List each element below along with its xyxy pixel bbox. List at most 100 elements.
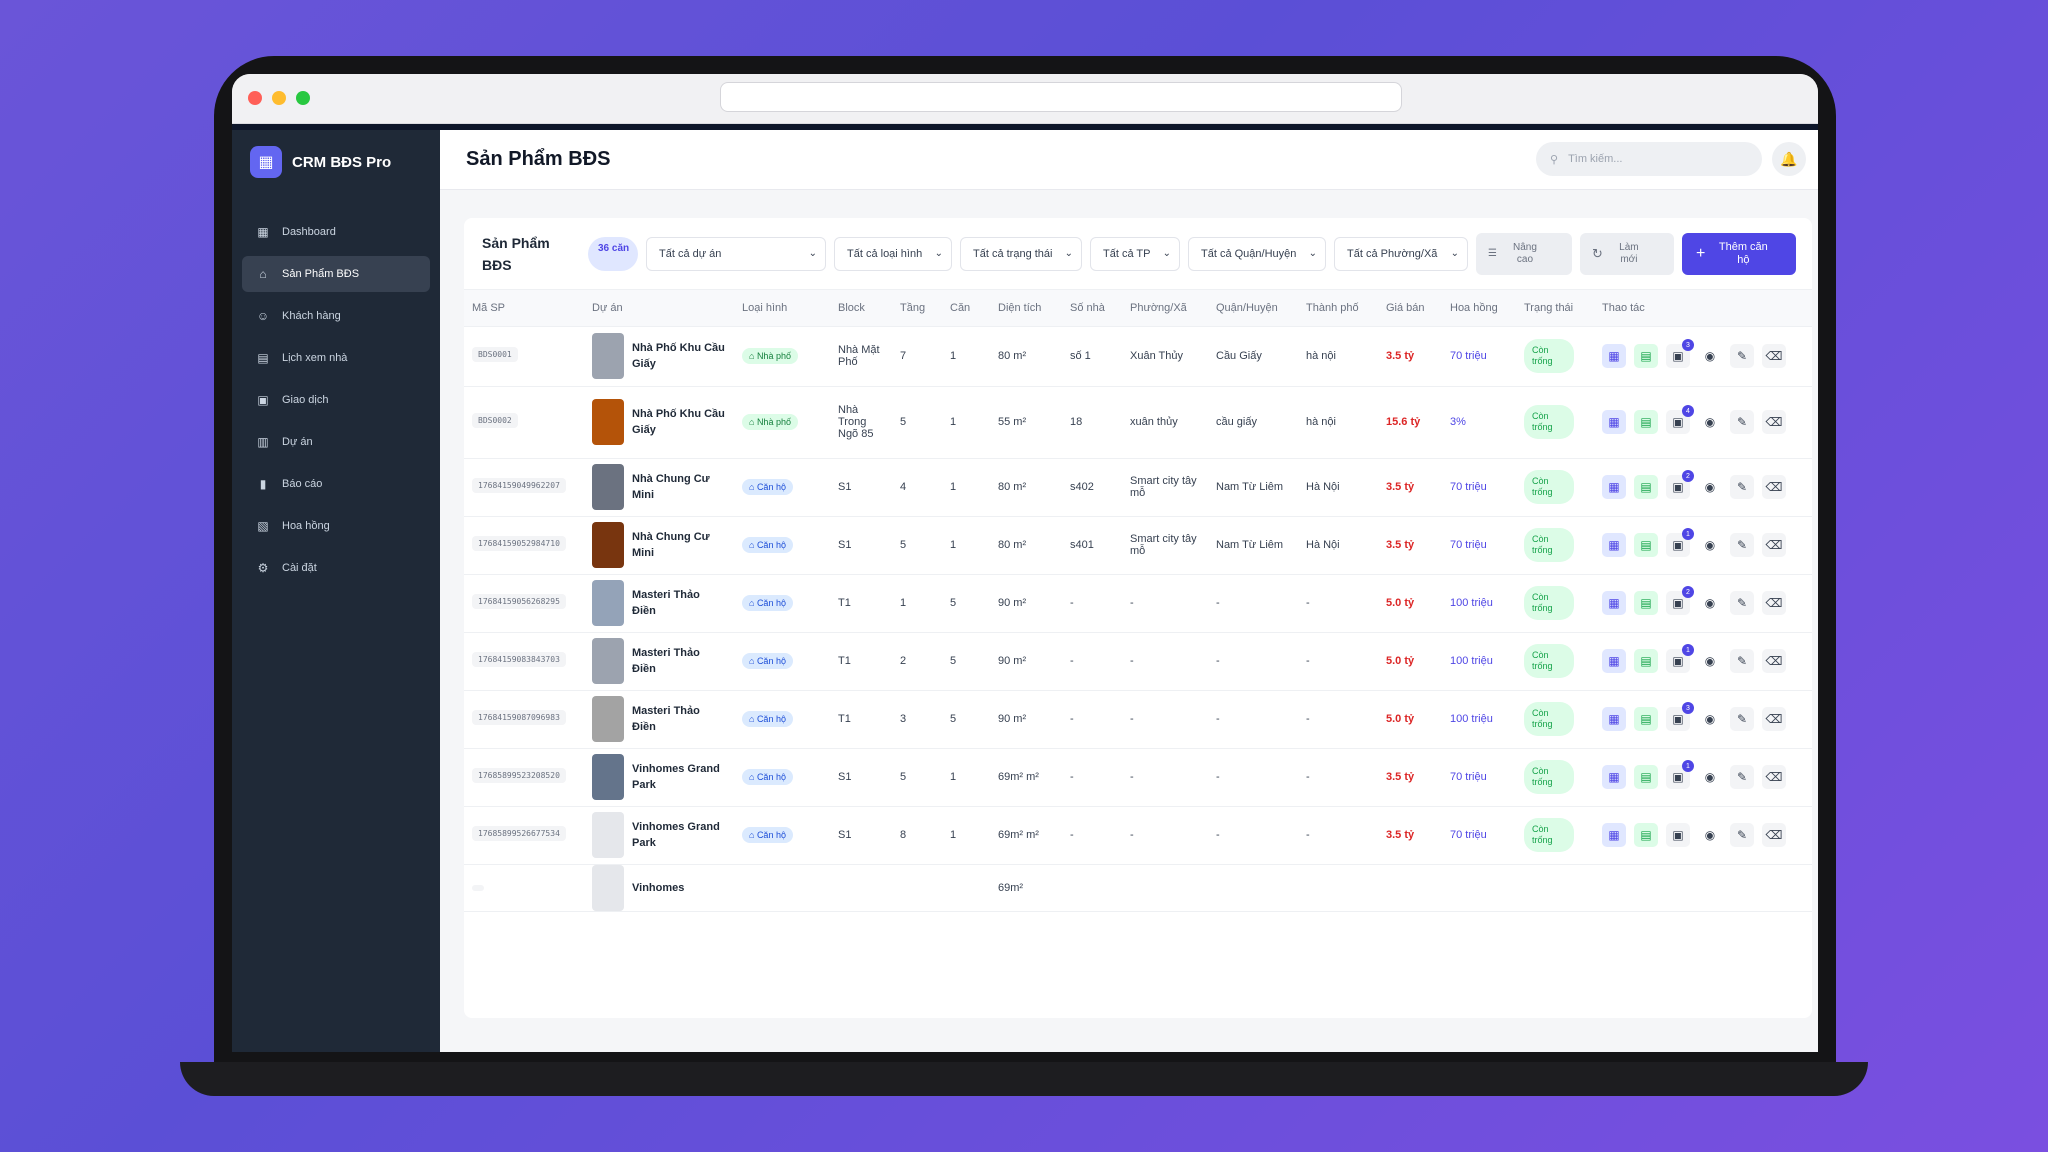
filter-city-select[interactable]: Tất cả TP ⌄ bbox=[1090, 236, 1180, 271]
gallery-icon[interactable]: ▣ 1 bbox=[1666, 644, 1694, 673]
search-input[interactable]: ⚲ Tìm kiếm... bbox=[1536, 142, 1762, 176]
table-row[interactable]: 17684159056268295 Masteri Thảo Điền ⌂ Căn … bbox=[464, 574, 1812, 633]
delete-trash-icon[interactable]: ⌫ bbox=[1762, 591, 1786, 615]
delete-trash-icon[interactable]: ⌫ bbox=[1762, 823, 1786, 847]
close-dot[interactable] bbox=[248, 91, 262, 105]
sidebar-item-7[interactable]: ▧ Hoa hồng bbox=[242, 508, 430, 544]
edit-pencil-icon[interactable]: ✎ bbox=[1730, 533, 1754, 557]
edit-pencil-icon[interactable]: ✎ bbox=[1730, 707, 1754, 731]
property-thumbnail[interactable] bbox=[592, 696, 624, 742]
contract-icon[interactable]: ▦ bbox=[1602, 765, 1626, 789]
table-row[interactable]: 17684159049962207 Nhà Chung Cư Mini ⌂ Căn … bbox=[464, 458, 1812, 517]
sidebar-item-5[interactable]: ▥ Dự án bbox=[242, 424, 430, 460]
table-row[interactable]: 17684159083843703 Masteri Thảo Điền ⌂ Căn … bbox=[464, 632, 1812, 691]
contract-icon[interactable]: ▦ bbox=[1602, 533, 1626, 557]
filter-project-select[interactable]: Tất cả dự án ⌄ bbox=[646, 236, 826, 271]
filter-status-select[interactable]: Tất cả trạng thái ⌄ bbox=[960, 236, 1082, 271]
table-row[interactable]: Vinhomes 69m² bbox=[464, 864, 1812, 912]
sidebar-item-1[interactable]: ⌂ Sản Phẩm BĐS bbox=[242, 256, 430, 292]
add-unit-button[interactable]: + Thêm căn hộ bbox=[1682, 232, 1796, 275]
schedule-calendar-icon[interactable]: ▤ bbox=[1634, 410, 1658, 434]
property-thumbnail[interactable] bbox=[592, 464, 624, 510]
refresh-button[interactable]: ↻ Làm mới bbox=[1580, 232, 1674, 275]
gallery-icon[interactable]: ▣ 1 bbox=[1666, 760, 1694, 789]
view-eye-icon[interactable]: ◉ bbox=[1698, 344, 1722, 368]
advanced-filter-button[interactable]: ☰ Nâng cao bbox=[1476, 232, 1572, 275]
view-eye-icon[interactable]: ◉ bbox=[1698, 765, 1722, 789]
schedule-calendar-icon[interactable]: ▤ bbox=[1634, 823, 1658, 847]
edit-pencil-icon[interactable]: ✎ bbox=[1730, 823, 1754, 847]
edit-pencil-icon[interactable]: ✎ bbox=[1730, 591, 1754, 615]
edit-pencil-icon[interactable]: ✎ bbox=[1730, 649, 1754, 673]
view-eye-icon[interactable]: ◉ bbox=[1698, 410, 1722, 434]
sidebar-item-6[interactable]: ▮ Báo cáo bbox=[242, 466, 430, 502]
gallery-icon[interactable]: ▣ 4 bbox=[1666, 405, 1694, 434]
delete-trash-icon[interactable]: ⌫ bbox=[1762, 410, 1786, 434]
table-row[interactable]: 17685899526677534 Vinhomes Grand Park ⌂ Că… bbox=[464, 806, 1812, 865]
delete-trash-icon[interactable]: ⌫ bbox=[1762, 533, 1786, 557]
gallery-icon[interactable]: ▣ 3 bbox=[1666, 702, 1694, 731]
delete-trash-icon[interactable]: ⌫ bbox=[1762, 765, 1786, 789]
delete-trash-icon[interactable]: ⌫ bbox=[1762, 475, 1786, 499]
delete-trash-icon[interactable]: ⌫ bbox=[1762, 649, 1786, 673]
property-thumbnail[interactable] bbox=[592, 812, 624, 858]
project-cell: Vinhomes Grand Park bbox=[592, 754, 726, 800]
schedule-calendar-icon[interactable]: ▤ bbox=[1634, 707, 1658, 731]
property-thumbnail[interactable] bbox=[592, 864, 624, 911]
table-row[interactable]: 17685899523208520 Vinhomes Grand Park ⌂ Că… bbox=[464, 748, 1812, 807]
property-thumbnail[interactable] bbox=[592, 754, 624, 800]
table-row[interactable]: BDS0002 Nhà Phố Khu Cầu Giấy ⌂ Nhà phố Nhà … bbox=[464, 386, 1812, 459]
property-thumbnail[interactable] bbox=[592, 333, 624, 379]
delete-trash-icon[interactable]: ⌫ bbox=[1762, 707, 1786, 731]
table-row[interactable]: 17684159052984710 Nhà Chung Cư Mini ⌂ Căn … bbox=[464, 516, 1812, 575]
property-thumbnail[interactable] bbox=[592, 580, 624, 626]
minimize-dot[interactable] bbox=[272, 91, 286, 105]
maximize-dot[interactable] bbox=[296, 91, 310, 105]
table-row[interactable]: BDS0001 Nhà Phố Khu Cầu Giấy ⌂ Nhà phố Nhà … bbox=[464, 326, 1812, 387]
gallery-icon[interactable]: ▣ 1 bbox=[1666, 528, 1694, 557]
gallery-icon[interactable]: ▣ 2 bbox=[1666, 470, 1694, 499]
schedule-calendar-icon[interactable]: ▤ bbox=[1634, 649, 1658, 673]
sidebar-item-2[interactable]: ☺ Khách hàng bbox=[242, 298, 430, 334]
schedule-calendar-icon[interactable]: ▤ bbox=[1634, 765, 1658, 789]
schedule-calendar-icon[interactable]: ▤ bbox=[1634, 475, 1658, 499]
contract-icon[interactable]: ▦ bbox=[1602, 649, 1626, 673]
edit-pencil-icon[interactable]: ✎ bbox=[1730, 475, 1754, 499]
schedule-calendar-icon[interactable]: ▤ bbox=[1634, 533, 1658, 557]
contract-icon[interactable]: ▦ bbox=[1602, 410, 1626, 434]
contract-icon[interactable]: ▦ bbox=[1602, 344, 1626, 368]
view-eye-icon[interactable]: ◉ bbox=[1698, 707, 1722, 731]
filter-type-select[interactable]: Tất cả loại hình ⌄ bbox=[834, 236, 952, 271]
property-thumbnail[interactable] bbox=[592, 638, 624, 684]
filter-district-select[interactable]: Tất cả Quận/Huyện ⌄ bbox=[1188, 236, 1326, 271]
view-eye-icon[interactable]: ◉ bbox=[1698, 591, 1722, 615]
contract-icon[interactable]: ▦ bbox=[1602, 823, 1626, 847]
gallery-icon[interactable]: ▣ 3 bbox=[1666, 339, 1694, 368]
edit-pencil-icon[interactable]: ✎ bbox=[1730, 344, 1754, 368]
contract-icon[interactable]: ▦ bbox=[1602, 475, 1626, 499]
table-row[interactable]: 17684159087096983 Masteri Thảo Điền ⌂ Căn … bbox=[464, 690, 1812, 749]
gallery-icon[interactable]: ▣ bbox=[1666, 823, 1690, 847]
view-eye-icon[interactable]: ◉ bbox=[1698, 649, 1722, 673]
sidebar-item-0[interactable]: ▦ Dashboard bbox=[242, 214, 430, 250]
property-thumbnail[interactable] bbox=[592, 399, 624, 445]
edit-pencil-icon[interactable]: ✎ bbox=[1730, 765, 1754, 789]
view-eye-icon[interactable]: ◉ bbox=[1698, 823, 1722, 847]
schedule-calendar-icon[interactable]: ▤ bbox=[1634, 344, 1658, 368]
contract-icon[interactable]: ▦ bbox=[1602, 591, 1626, 615]
schedule-calendar-icon[interactable]: ▤ bbox=[1634, 591, 1658, 615]
property-thumbnail[interactable] bbox=[592, 522, 624, 568]
view-eye-icon[interactable]: ◉ bbox=[1698, 533, 1722, 557]
sidebar-item-4[interactable]: ▣ Giao dịch bbox=[242, 382, 430, 418]
delete-trash-icon[interactable]: ⌫ bbox=[1762, 344, 1786, 368]
notification-bell-icon[interactable]: 🔔 bbox=[1772, 142, 1806, 176]
sidebar-item-3[interactable]: ▤ Lịch xem nhà bbox=[242, 340, 430, 376]
gallery-icon[interactable]: ▣ 2 bbox=[1666, 586, 1694, 615]
edit-pencil-icon[interactable]: ✎ bbox=[1730, 410, 1754, 434]
view-eye-icon[interactable]: ◉ bbox=[1698, 475, 1722, 499]
filter-ward-select[interactable]: Tất cả Phường/Xã ⌄ bbox=[1334, 236, 1468, 271]
floor: 5 bbox=[900, 539, 907, 551]
sidebar-item-8[interactable]: ⚙ Cài đặt bbox=[242, 550, 430, 586]
contract-icon[interactable]: ▦ bbox=[1602, 707, 1626, 731]
address-bar[interactable] bbox=[720, 82, 1402, 112]
